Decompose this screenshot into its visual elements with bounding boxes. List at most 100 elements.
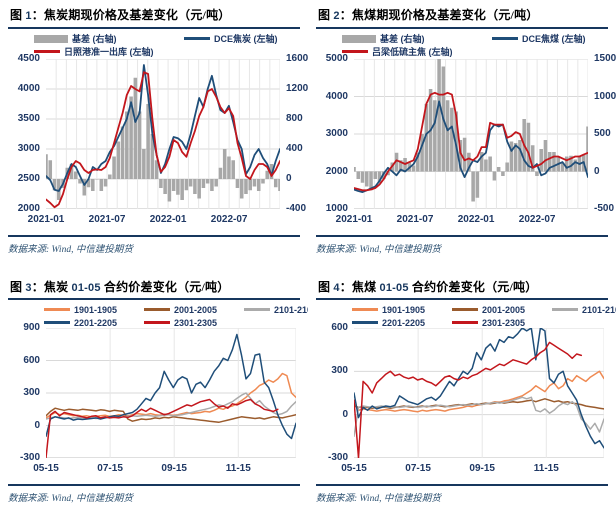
legend-label: 2101-2105 bbox=[274, 304, 308, 315]
legend-item: 2201-2205 bbox=[44, 317, 144, 328]
legend-swatch bbox=[144, 308, 170, 311]
y-axis-label-left: -300 bbox=[19, 452, 40, 463]
y-axis-label-left: -300 bbox=[327, 452, 348, 463]
figure-title: 图 4：焦煤 01-05 合约价差变化（元/吨） bbox=[318, 278, 606, 295]
legend-swatch bbox=[34, 50, 60, 53]
legend-swatch bbox=[44, 308, 70, 311]
legend-label: 2201-2205 bbox=[74, 317, 118, 328]
figure-panel-3: 图 3：焦炭 01-05 合约价差变化（元/吨） 1901-1905 2001-2… bbox=[0, 270, 308, 513]
legend-swatch bbox=[552, 308, 578, 311]
legend-label: DCE焦炭 (左轴) bbox=[214, 34, 278, 44]
figure-title: 图 3：焦炭 01-05 合约价差变化（元/吨） bbox=[10, 278, 298, 295]
x-axis-label: 05-15 bbox=[341, 463, 367, 474]
title-segment: 2 bbox=[333, 10, 340, 22]
legend-swatch bbox=[44, 321, 70, 324]
legend-item: 基差 (右轴) bbox=[342, 33, 492, 44]
data-source: 数据来源: Wind, 中信建投期货 bbox=[316, 494, 441, 504]
x-axis-label: 07-15 bbox=[97, 463, 123, 474]
legend-swatch bbox=[452, 321, 478, 324]
title-segment: 合约价差变化（元/吨） bbox=[408, 280, 538, 294]
data-source: 数据来源: Wind, 中信建投期货 bbox=[316, 245, 441, 255]
figure-panel-2: 图 2：焦煤期现价格及基差变化（元/吨） 基差 (右轴) DCE焦煤 (左轴) 吕梁… bbox=[308, 0, 616, 270]
x-axis-label: 05-15 bbox=[33, 463, 59, 474]
legend-label: DCE焦煤 (左轴) bbox=[522, 34, 586, 44]
footer-divider bbox=[316, 235, 608, 237]
y-axis-label-left: 300 bbox=[23, 387, 40, 398]
y-axis-label-left: 2000 bbox=[17, 203, 40, 214]
y-axis-label-left: 0 bbox=[34, 419, 40, 431]
title-segment: ：焦煤 bbox=[339, 280, 380, 294]
legend-swatch bbox=[452, 308, 478, 311]
y-axis-label-left: 600 bbox=[23, 354, 40, 366]
y-axis-label-left: 0 bbox=[342, 408, 348, 420]
legend-label: 2201-2205 bbox=[382, 317, 426, 328]
title-segment: 合约价差变化（元/吨） bbox=[100, 280, 230, 294]
legend-label: 1901-1905 bbox=[74, 304, 118, 315]
y-axis-label-right: 500 bbox=[594, 128, 611, 139]
chart-legend: 基差 (右轴) DCE焦炭 (左轴) 日照港准一出库 (左轴) bbox=[34, 33, 308, 57]
figure-title: 图 2：焦煤期现价格及基差变化（元/吨） bbox=[318, 6, 606, 23]
plot-svg bbox=[46, 328, 296, 458]
legend-item: 2101-2105 bbox=[552, 304, 616, 315]
y-axis-label-right: 1600 bbox=[286, 53, 308, 64]
chart-canvas: 5000 4000 3000 2000 1000 1500 1000 500 0 -500 2021… bbox=[308, 53, 616, 231]
legend-item: DCE焦炭 (左轴) bbox=[184, 33, 308, 44]
plot-svg bbox=[46, 59, 280, 209]
legend-label: 1901-1905 bbox=[382, 304, 426, 315]
legend-item: 2301-2305 bbox=[452, 317, 552, 328]
title-segment: 01-05 bbox=[71, 282, 101, 294]
y-axis-label-left: 4500 bbox=[17, 53, 40, 64]
y-axis-label-left: 4000 bbox=[17, 83, 40, 94]
y-axis-label-left: 3500 bbox=[17, 113, 40, 124]
figure-title: 图 1：焦炭期现价格及基差变化（元/吨） bbox=[10, 6, 298, 23]
x-axis-label: 2021-07 bbox=[396, 214, 434, 225]
legend-swatch bbox=[352, 308, 378, 311]
x-axis-label: 2021-01 bbox=[335, 214, 373, 225]
chart-canvas: 4500 4000 3500 3000 2500 2000 1600 1200 800 400 0-… bbox=[0, 53, 308, 231]
title-segment: 01-05 bbox=[379, 282, 409, 294]
x-axis-label: 11-15 bbox=[225, 463, 251, 474]
y-axis-label-right: 800 bbox=[286, 113, 303, 124]
title-segment: 图 bbox=[10, 8, 26, 22]
title-segment: ：焦炭 bbox=[31, 280, 72, 294]
legend-swatch bbox=[144, 321, 170, 324]
x-axis-label: 2022-01 bbox=[149, 214, 187, 225]
legend-label: 日照港准一出库 (左轴) bbox=[64, 47, 154, 57]
x-axis-label: 07-15 bbox=[405, 463, 431, 474]
title-underline bbox=[8, 27, 300, 29]
legend-label: 2301-2305 bbox=[482, 317, 526, 328]
data-source: 数据来源: Wind, 中信建投期货 bbox=[8, 245, 133, 255]
y-axis-label-right: 400 bbox=[286, 143, 303, 154]
y-axis-label-right: 1200 bbox=[286, 83, 308, 94]
y-axis-label-right: 1000 bbox=[594, 90, 616, 102]
data-source: 数据来源: Wind, 中信建投期货 bbox=[8, 494, 133, 504]
legend-item: 基差 (右轴) bbox=[34, 33, 184, 44]
chart-legend: 1901-1905 2001-2005 2101-2105 2201-2205 2301… bbox=[352, 304, 616, 328]
y-axis-label-left: 900 bbox=[23, 322, 40, 333]
legend-item: 1901-1905 bbox=[352, 304, 452, 315]
title-segment: 3 bbox=[25, 282, 32, 294]
x-axis-label: 09-15 bbox=[161, 463, 187, 474]
chart-canvas: 900 600 300 0 -300 05-15 07-15 09-15 11-15 bbox=[0, 322, 308, 480]
legend-swatch bbox=[342, 34, 376, 43]
title-underline bbox=[316, 27, 608, 29]
title-segment: 图 bbox=[10, 280, 26, 294]
plot-svg bbox=[354, 328, 604, 458]
plot-svg bbox=[354, 59, 588, 209]
legend-swatch bbox=[342, 50, 368, 53]
y-axis-label-left: 1000 bbox=[325, 203, 348, 214]
legend-swatch bbox=[184, 37, 210, 40]
chart-canvas: 600 300 0 -300 05-15 07-15 09-15 11-15 bbox=[308, 322, 616, 480]
legend-item: 吕梁低硫主焦 (左轴) bbox=[342, 46, 492, 57]
title-segment: 图 bbox=[318, 280, 334, 294]
x-axis-label: 2022-07 bbox=[518, 214, 556, 225]
y-axis-label-left: 300 bbox=[331, 365, 348, 377]
x-axis-label: 11-15 bbox=[533, 463, 559, 474]
title-segment: 1 bbox=[25, 10, 32, 22]
y-axis-label-left: 3000 bbox=[17, 143, 40, 154]
legend-swatch bbox=[492, 37, 518, 40]
y-axis-label-left: 2000 bbox=[325, 165, 348, 177]
legend-label: 2301-2305 bbox=[174, 317, 218, 328]
legend-item: 2301-2305 bbox=[144, 317, 244, 328]
